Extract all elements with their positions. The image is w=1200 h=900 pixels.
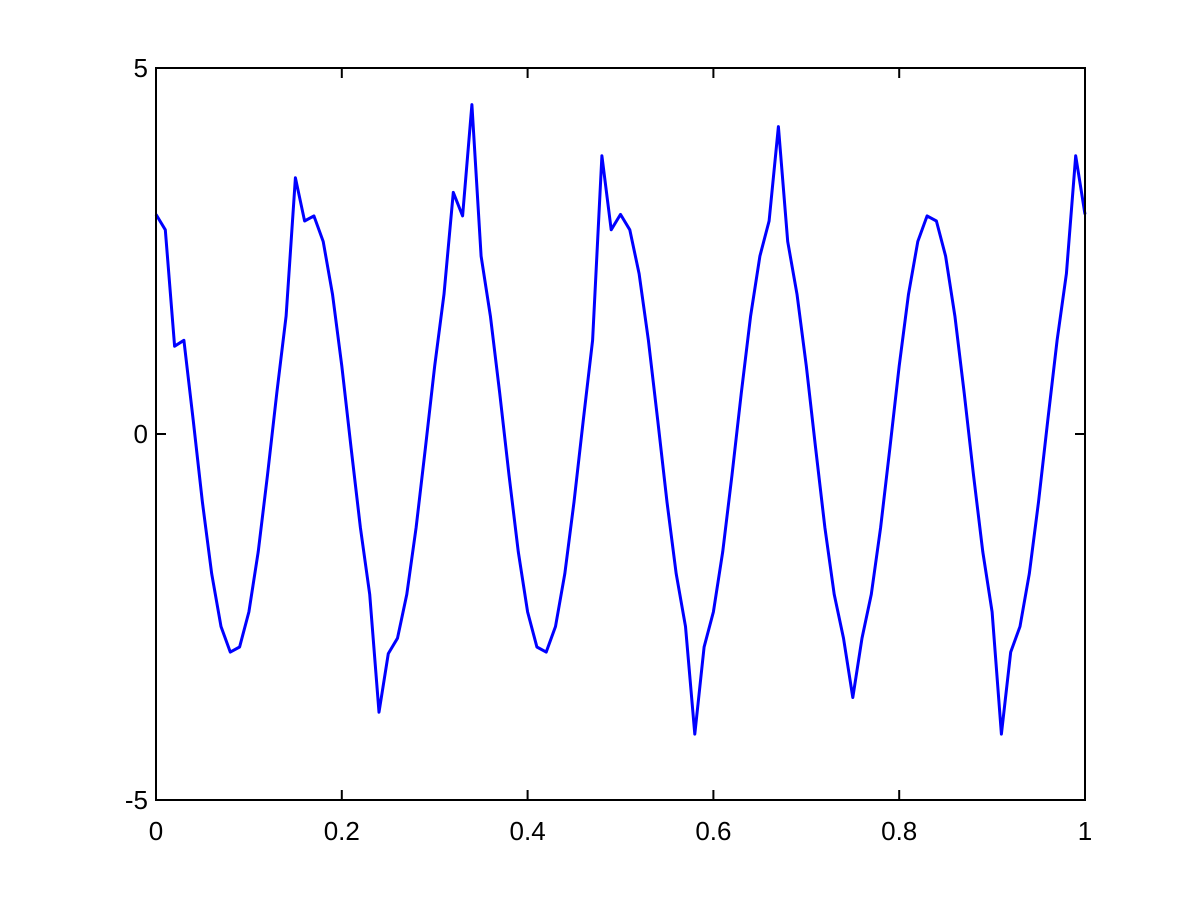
- y-tick-label: -5: [125, 785, 148, 815]
- x-tick-label: 0.4: [510, 816, 546, 846]
- x-tick-label: 0.6: [695, 816, 731, 846]
- y-tick-label: 0: [134, 419, 148, 449]
- x-tick-label: 1: [1078, 816, 1092, 846]
- data-line: [154, 103, 1087, 736]
- x-tick-label: 0.8: [881, 816, 917, 846]
- x-tick-label: 0.2: [324, 816, 360, 846]
- x-tick-label: 0: [149, 816, 163, 846]
- y-tick-label: 5: [134, 53, 148, 83]
